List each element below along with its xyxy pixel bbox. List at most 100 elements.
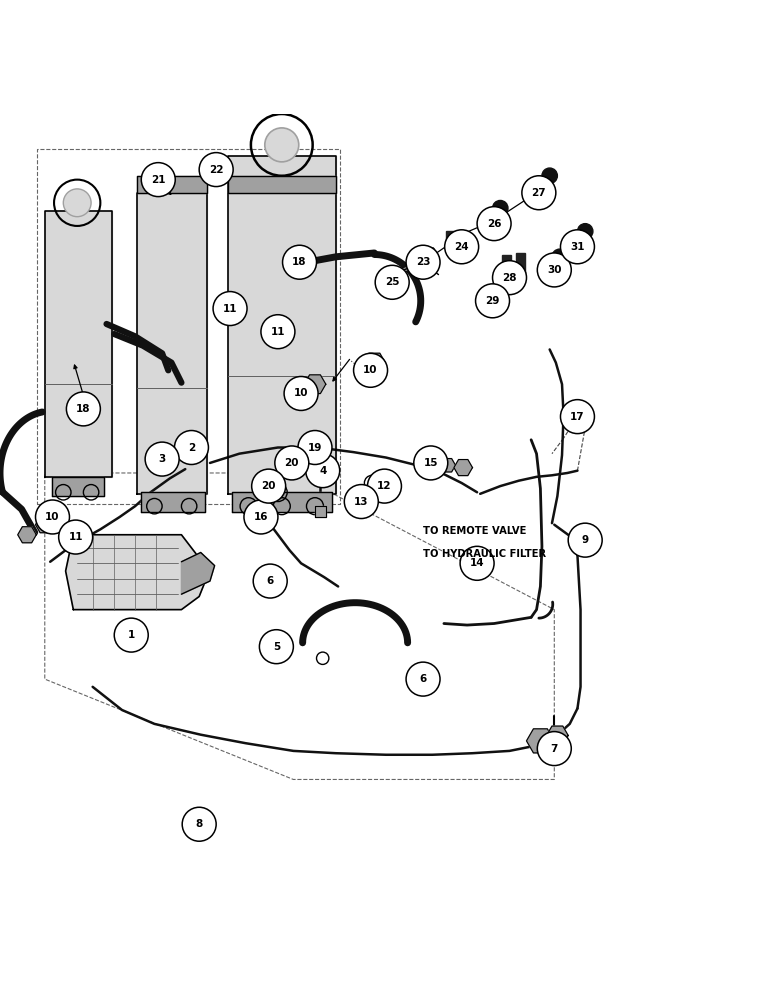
Polygon shape	[547, 726, 568, 745]
Text: 27: 27	[532, 188, 546, 198]
Circle shape	[261, 315, 295, 349]
Circle shape	[568, 523, 602, 557]
Polygon shape	[416, 669, 430, 678]
Text: 13: 13	[354, 497, 368, 507]
Polygon shape	[364, 353, 385, 372]
Text: 28: 28	[503, 273, 516, 283]
Circle shape	[145, 442, 179, 476]
Polygon shape	[232, 492, 332, 512]
Circle shape	[63, 189, 91, 217]
Polygon shape	[502, 255, 511, 276]
Text: 31: 31	[571, 242, 584, 252]
Text: 19: 19	[308, 443, 322, 453]
Polygon shape	[299, 439, 319, 456]
Circle shape	[66, 392, 100, 426]
Text: 11: 11	[223, 304, 237, 314]
Circle shape	[537, 732, 571, 766]
Circle shape	[577, 224, 593, 239]
Polygon shape	[516, 253, 525, 275]
Polygon shape	[418, 248, 438, 266]
Circle shape	[537, 253, 571, 287]
Text: 23: 23	[416, 257, 430, 267]
Polygon shape	[315, 506, 326, 517]
Circle shape	[477, 207, 511, 241]
Text: TO HYDRAULIC FILTER: TO HYDRAULIC FILTER	[423, 549, 546, 559]
Circle shape	[460, 546, 494, 580]
Polygon shape	[259, 570, 279, 587]
Circle shape	[114, 618, 148, 652]
Circle shape	[253, 564, 287, 598]
Polygon shape	[496, 277, 515, 293]
Polygon shape	[157, 450, 175, 466]
Polygon shape	[263, 573, 277, 582]
Text: 6: 6	[419, 674, 427, 684]
Polygon shape	[228, 176, 336, 193]
Text: 12: 12	[378, 481, 391, 491]
Text: 15: 15	[424, 458, 438, 468]
Text: 10: 10	[46, 512, 59, 522]
Circle shape	[213, 292, 247, 326]
Polygon shape	[472, 551, 486, 560]
Circle shape	[141, 163, 175, 197]
Polygon shape	[137, 193, 207, 494]
Text: 16: 16	[254, 512, 268, 522]
Text: 7: 7	[550, 744, 558, 754]
Polygon shape	[181, 552, 215, 594]
Text: 5: 5	[273, 642, 280, 652]
Text: 4: 4	[319, 466, 327, 476]
Polygon shape	[66, 535, 207, 610]
Circle shape	[406, 662, 440, 696]
Circle shape	[375, 265, 409, 299]
Text: 8: 8	[195, 819, 203, 829]
Polygon shape	[262, 574, 278, 588]
Circle shape	[560, 400, 594, 434]
Text: 2: 2	[188, 443, 195, 453]
Text: 9: 9	[581, 535, 589, 545]
Circle shape	[182, 807, 216, 841]
Circle shape	[445, 230, 479, 264]
Polygon shape	[417, 257, 429, 268]
Circle shape	[174, 431, 208, 464]
Circle shape	[406, 245, 440, 279]
Circle shape	[414, 446, 448, 480]
Polygon shape	[377, 271, 392, 284]
Polygon shape	[52, 477, 104, 496]
Polygon shape	[422, 454, 443, 472]
Circle shape	[244, 500, 278, 534]
Polygon shape	[228, 156, 336, 494]
Text: 18: 18	[293, 257, 306, 267]
Circle shape	[306, 454, 340, 488]
Polygon shape	[527, 729, 554, 753]
Polygon shape	[368, 484, 388, 501]
Circle shape	[552, 249, 567, 265]
Text: 18: 18	[76, 404, 90, 414]
Text: 24: 24	[455, 242, 469, 252]
Polygon shape	[289, 456, 306, 470]
Circle shape	[265, 128, 299, 162]
Polygon shape	[182, 438, 201, 454]
Polygon shape	[446, 231, 462, 244]
Polygon shape	[45, 211, 112, 477]
Text: 25: 25	[385, 277, 399, 287]
Polygon shape	[361, 497, 377, 511]
Polygon shape	[440, 459, 455, 472]
Circle shape	[259, 630, 293, 664]
Polygon shape	[36, 517, 54, 533]
Text: 6: 6	[266, 576, 274, 586]
Text: 20: 20	[262, 481, 276, 491]
Polygon shape	[141, 492, 205, 512]
Polygon shape	[413, 667, 433, 685]
Polygon shape	[304, 375, 326, 394]
Text: 20: 20	[285, 458, 299, 468]
Circle shape	[298, 431, 332, 464]
Text: 14: 14	[470, 558, 484, 568]
Circle shape	[199, 153, 233, 187]
Text: 11: 11	[69, 532, 83, 542]
Text: 10: 10	[364, 365, 378, 375]
Circle shape	[36, 500, 69, 534]
Text: 10: 10	[294, 388, 308, 398]
Circle shape	[493, 261, 527, 295]
Circle shape	[283, 245, 317, 279]
Text: TO REMOTE VALVE: TO REMOTE VALVE	[423, 526, 527, 536]
Polygon shape	[137, 176, 207, 193]
